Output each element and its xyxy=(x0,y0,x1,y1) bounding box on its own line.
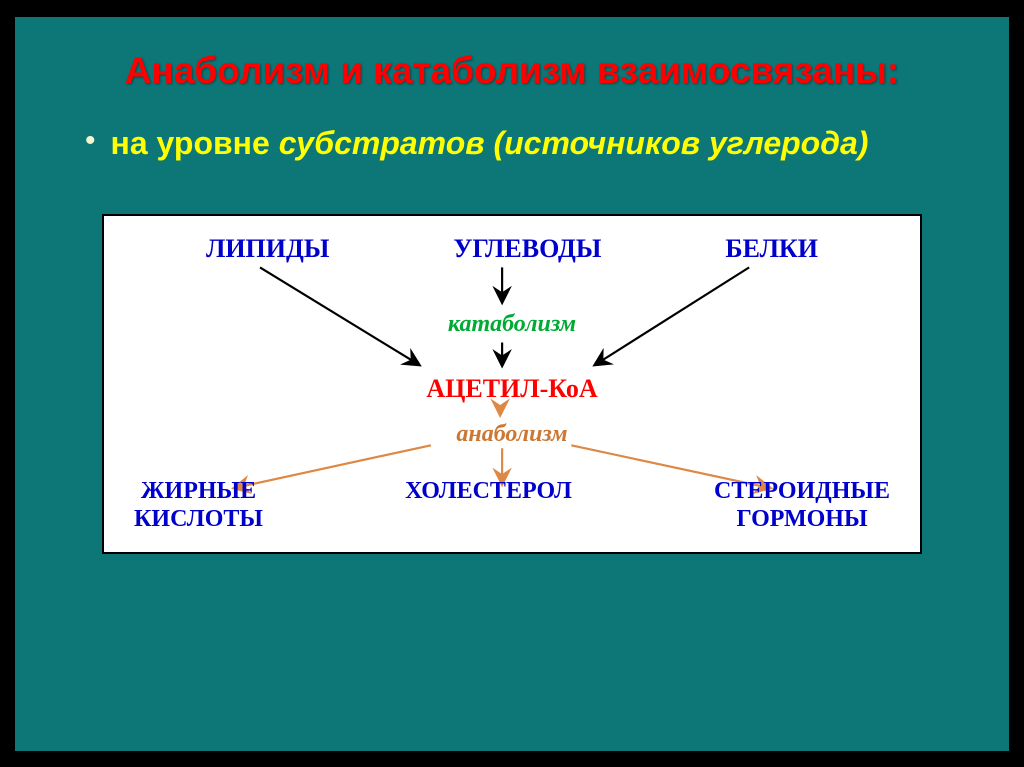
bullet-text: на уровне субстратов (источников углерод… xyxy=(111,123,869,165)
fatty-line2: КИСЛОТЫ xyxy=(134,506,263,532)
bullet-dot-icon: • xyxy=(85,123,96,159)
bottom-row: ЖИРНЫЕ КИСЛОТЫ ХОЛЕСТЕРОЛ СТЕРОИДНЫЕ ГОР… xyxy=(104,477,920,535)
steroid-line1: СТЕРОИДНЫЕ xyxy=(714,478,890,504)
label-lipids: ЛИПИДЫ xyxy=(206,234,329,264)
label-carbs: УГЛЕВОДЫ xyxy=(453,234,601,264)
label-acetyl-coa: АЦЕТИЛ-КоА xyxy=(426,374,597,404)
label-anabolism: анаболизм xyxy=(456,421,567,448)
fatty-line1: ЖИРНЫЕ xyxy=(141,478,256,504)
slide: Анаболизм и катаболизм взаимосвязаны: • … xyxy=(12,14,1012,754)
slide-title: Анаболизм и катаболизм взаимосвязаны: xyxy=(65,47,959,95)
bullet-emphasis: субстратов (источников углерода) xyxy=(279,125,869,161)
bullet-item: • на уровне субстратов (источников углер… xyxy=(85,123,959,165)
label-catabolism: катаболизм xyxy=(448,311,576,338)
top-row: ЛИПИДЫ УГЛЕВОДЫ БЕЛКИ xyxy=(104,234,920,264)
bullet-prefix: на уровне xyxy=(111,125,279,161)
label-steroid-hormones: СТЕРОИДНЫЕ ГОРМОНЫ xyxy=(714,477,890,535)
metabolism-diagram: ЛИПИДЫ УГЛЕВОДЫ БЕЛКИ катаболизм АЦЕТИЛ-… xyxy=(102,214,922,554)
steroid-line2: ГОРМОНЫ xyxy=(736,506,867,532)
bullet-list: • на уровне субстратов (источников углер… xyxy=(85,123,959,165)
label-cholesterol: ХОЛЕСТЕРОЛ xyxy=(405,477,572,506)
label-fatty-acids: ЖИРНЫЕ КИСЛОТЫ xyxy=(134,477,263,535)
label-proteins: БЕЛКИ xyxy=(725,234,818,264)
